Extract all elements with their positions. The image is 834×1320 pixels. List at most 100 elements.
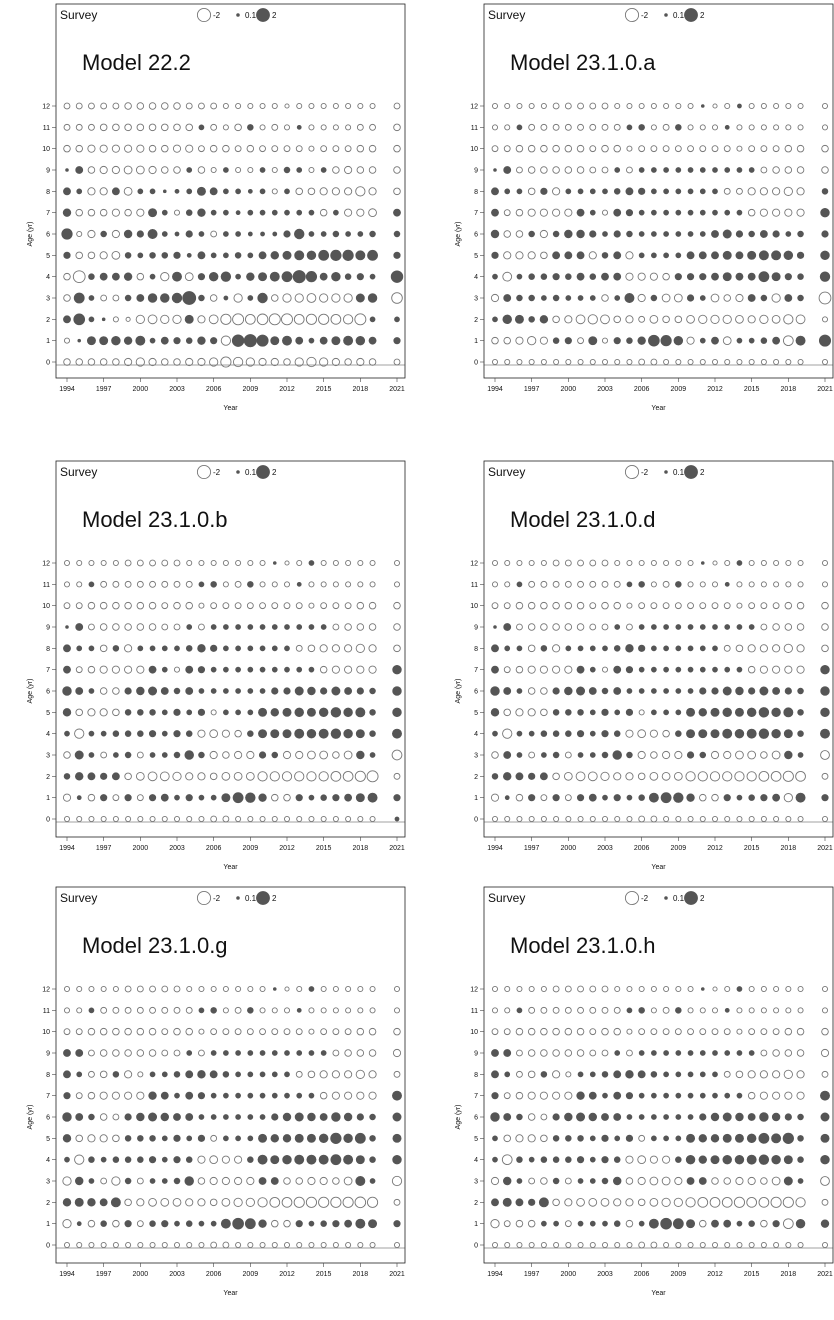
residual-bubble [490,1176,500,1186]
residual-bubble [124,1220,132,1228]
residual-bubble [308,602,315,609]
residual-bubble [87,208,96,217]
residual-bubble [392,686,402,696]
residual-bubble [613,208,622,217]
y-tick-label: 8 [474,646,478,653]
residual-bubble [613,730,621,737]
residual-bubble [161,1006,169,1014]
residual-bubble [393,1198,401,1206]
residual-bubble [185,730,193,737]
residual-bubble [797,815,804,823]
residual-bubble [712,645,718,652]
residual-bubble [197,251,206,260]
residual-bubble [638,102,645,110]
residual-bubble [148,1197,157,1207]
residual-bubble [393,337,401,345]
residual-bubble [577,1006,584,1014]
residual-bubble [320,1050,327,1056]
legend-positive-bubble [684,8,698,22]
residual-bubble [553,1241,560,1249]
residual-bubble [63,294,71,302]
residual-bubble [356,357,365,367]
residual-bubble [662,145,670,153]
residual-bubble [234,580,242,588]
x-axis-label: Year [223,864,238,871]
residual-bubble [601,815,609,823]
residual-bubble [333,209,339,216]
legend-negative-label: -2 [213,11,221,20]
residual-bubble [613,1156,621,1163]
residual-bubble [234,602,242,610]
residual-bubble [186,1241,193,1249]
residual-bubble [773,102,780,110]
residual-bubble [638,602,646,610]
residual-bubble [65,625,69,629]
residual-bubble [393,251,401,259]
residual-bubble [394,316,400,323]
residual-bubble [136,1091,145,1100]
residual-bubble [528,123,536,131]
residual-bubble [357,1007,364,1014]
residual-bubble [503,1113,512,1121]
legend-positive-bubble [256,465,270,479]
residual-bubble [748,687,756,695]
residual-bubble [320,687,328,695]
residual-bubble [770,1196,782,1208]
residual-bubble [503,623,512,631]
residual-bubble [637,1198,646,1207]
residual-bubble [210,1134,218,1142]
residual-bubble [563,771,573,781]
residual-bubble [234,1155,243,1164]
residual-bubble [136,144,145,153]
residual-bubble [172,1197,182,1207]
residual-bubble [675,709,682,716]
residual-bubble [540,794,548,802]
residual-bubble [161,623,169,631]
residual-bubble [821,166,829,174]
residual-bubble [331,1070,340,1079]
residual-bubble [357,559,364,567]
residual-bubble [332,1177,340,1185]
residual-bubble [354,313,367,326]
residual-bubble [564,208,573,217]
residual-bubble [821,102,829,110]
residual-bubble [601,252,609,259]
y-tick-label: 10 [470,603,478,610]
residual-bubble [172,144,182,153]
residual-bubble [650,1071,658,1078]
residual-bubble [565,815,572,823]
residual-bubble [283,1028,291,1036]
residual-bubble [369,1135,376,1142]
residual-bubble [222,985,229,993]
residual-bubble [186,167,193,173]
residual-bubble [355,250,366,261]
residual-bubble [368,601,377,610]
y-tick-label: 2 [474,1200,478,1207]
residual-bubble [332,230,340,238]
residual-bubble [565,1156,572,1163]
residual-bubble [393,144,401,153]
residual-bubble [173,1113,181,1121]
residual-bubble [284,666,290,673]
residual-bubble [771,272,781,282]
residual-bubble [748,624,755,630]
residual-bubble [675,358,682,366]
residual-bubble [724,1241,731,1249]
residual-bubble [88,1007,95,1014]
residual-bubble [784,273,792,281]
residual-bubble [245,357,255,367]
residual-bubble [354,1132,366,1144]
residual-bubble [724,124,730,130]
residual-bubble [528,794,536,802]
residual-bubble [369,581,376,588]
residual-bubble [712,188,718,195]
residual-bubble [344,793,353,802]
residual-bubble [100,815,107,823]
residual-bubble [75,1092,83,1100]
residual-bubble [63,815,71,823]
residual-bubble [748,581,755,588]
residual-bubble [185,772,194,781]
residual-bubble [614,295,621,301]
